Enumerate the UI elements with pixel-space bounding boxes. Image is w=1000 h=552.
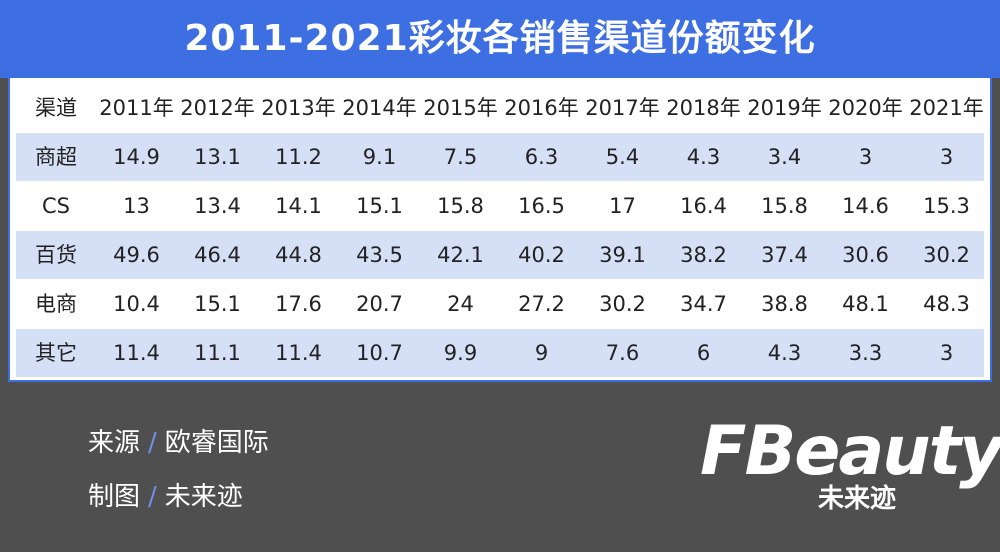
cell: 3 bbox=[858, 145, 873, 169]
cell: 15.1 bbox=[194, 292, 241, 316]
cell: 11.1 bbox=[194, 341, 241, 365]
table-row: 电商 10.4 15.1 17.6 20.7 24 27.2 30.2 34.7 38.8 48.1… bbox=[16, 280, 984, 328]
row-label: 电商 bbox=[35, 292, 77, 316]
source-line: 来源 / 欧睿国际 bbox=[88, 422, 269, 459]
column-header: 2020年 bbox=[828, 96, 903, 120]
table-row: CS 13 13.4 14.1 15.1 15.8 16.5 17 16.4 15.8 14.6 15… bbox=[16, 182, 984, 230]
logo: FBeauty bbox=[700, 412, 1000, 491]
column-header: 2013年 bbox=[261, 96, 336, 120]
cell: 4.3 bbox=[767, 341, 802, 365]
logo-subtext: 未来迹 bbox=[818, 484, 897, 514]
cell: 14.6 bbox=[842, 194, 889, 218]
cell: 17 bbox=[609, 194, 636, 218]
column-header: 2011年 bbox=[99, 96, 174, 120]
header-row: 渠道 2011年 2012年 2013年 2014年 2015年 2016年 2017年 201… bbox=[16, 84, 984, 132]
cell: 46.4 bbox=[194, 243, 241, 267]
cell: 30.6 bbox=[842, 243, 889, 267]
cell: 16.5 bbox=[518, 194, 565, 218]
column-header: 2019年 bbox=[747, 96, 822, 120]
separator: / bbox=[148, 428, 157, 458]
column-header: 2015年 bbox=[423, 96, 498, 120]
cell: 43.5 bbox=[356, 243, 403, 267]
column-header: 渠道 bbox=[35, 96, 77, 120]
separator: / bbox=[148, 482, 157, 512]
cell: 3.3 bbox=[848, 341, 883, 365]
cell: 15.1 bbox=[356, 194, 403, 218]
cell: 24 bbox=[447, 292, 474, 316]
cell: 9.9 bbox=[443, 341, 478, 365]
maker-label: 制图 bbox=[88, 482, 141, 512]
table-row: 商超 14.9 13.1 11.2 9.1 7.5 6.3 5.4 4.3 3.4 3 3 bbox=[16, 133, 984, 181]
row-label: 商超 bbox=[35, 145, 77, 169]
cell: 5.4 bbox=[605, 145, 640, 169]
cell: 16.4 bbox=[680, 194, 727, 218]
cell: 38.8 bbox=[761, 292, 808, 316]
cell: 9.1 bbox=[362, 145, 397, 169]
column-header: 2014年 bbox=[342, 96, 417, 120]
cell: 48.1 bbox=[842, 292, 889, 316]
cell: 48.3 bbox=[923, 292, 970, 316]
cell: 6.3 bbox=[524, 145, 559, 169]
cell: 7.6 bbox=[605, 341, 640, 365]
cell: 4.3 bbox=[686, 145, 721, 169]
cell: 3.4 bbox=[767, 145, 802, 169]
source: 欧睿国际 bbox=[164, 428, 269, 458]
title: 2011-2021彩妆各销售渠道份额变化 bbox=[0, 0, 1000, 78]
cell: 7.5 bbox=[443, 145, 478, 169]
cell: 20.7 bbox=[356, 292, 403, 316]
cell: 40.2 bbox=[518, 243, 565, 267]
column-header: 2018年 bbox=[666, 96, 741, 120]
cell: 27.2 bbox=[518, 292, 565, 316]
column-header: 2012年 bbox=[180, 96, 255, 120]
cell: 10.7 bbox=[356, 341, 403, 365]
cell: 15.3 bbox=[923, 194, 970, 218]
row-label: CS bbox=[42, 194, 70, 218]
cell: 11.4 bbox=[275, 341, 322, 365]
cell: 39.1 bbox=[599, 243, 646, 267]
cell: 15.8 bbox=[437, 194, 484, 218]
cell: 13.4 bbox=[194, 194, 241, 218]
cell: 3 bbox=[939, 145, 954, 169]
cell: 14.9 bbox=[113, 145, 160, 169]
cell: 17.6 bbox=[275, 292, 322, 316]
cell: 13.1 bbox=[194, 145, 241, 169]
maker: 未来迹 bbox=[164, 482, 243, 512]
cell: 11.2 bbox=[275, 145, 322, 169]
cell: 11.4 bbox=[113, 341, 160, 365]
column-header: 2021年 bbox=[909, 96, 984, 120]
row-label: 百货 bbox=[35, 243, 77, 267]
column-header: 2016年 bbox=[504, 96, 579, 120]
cell: 10.4 bbox=[113, 292, 160, 316]
cell: 3 bbox=[939, 341, 954, 365]
cell: 14.1 bbox=[275, 194, 322, 218]
cell: 44.8 bbox=[275, 243, 322, 267]
source-label: 来源 bbox=[88, 428, 141, 458]
table: 渠道 2011年 2012年 2013年 2014年 2015年 2016年 2017年 201… bbox=[8, 78, 992, 382]
cell: 13 bbox=[123, 194, 150, 218]
cell: 49.6 bbox=[113, 243, 160, 267]
cell: 34.7 bbox=[680, 292, 727, 316]
table-row: 其它 11.4 11.1 11.4 10.7 9.9 9 7.6 6 4.3 3.3 3 bbox=[16, 329, 984, 377]
cell: 30.2 bbox=[599, 292, 646, 316]
cell: 9 bbox=[534, 341, 549, 365]
cell: 15.8 bbox=[761, 194, 808, 218]
table-row: 百货 49.6 46.4 44.8 43.5 42.1 40.2 39.1 38.2 37.4 30… bbox=[16, 231, 984, 279]
column-header: 2017年 bbox=[585, 96, 660, 120]
cell: 37.4 bbox=[761, 243, 808, 267]
cell: 38.2 bbox=[680, 243, 727, 267]
row-label: 其它 bbox=[35, 341, 77, 365]
cell: 42.1 bbox=[437, 243, 484, 267]
maker-line: 制图 / 未来迹 bbox=[88, 476, 243, 513]
cell: 30.2 bbox=[923, 243, 970, 267]
cell: 6 bbox=[696, 341, 711, 365]
